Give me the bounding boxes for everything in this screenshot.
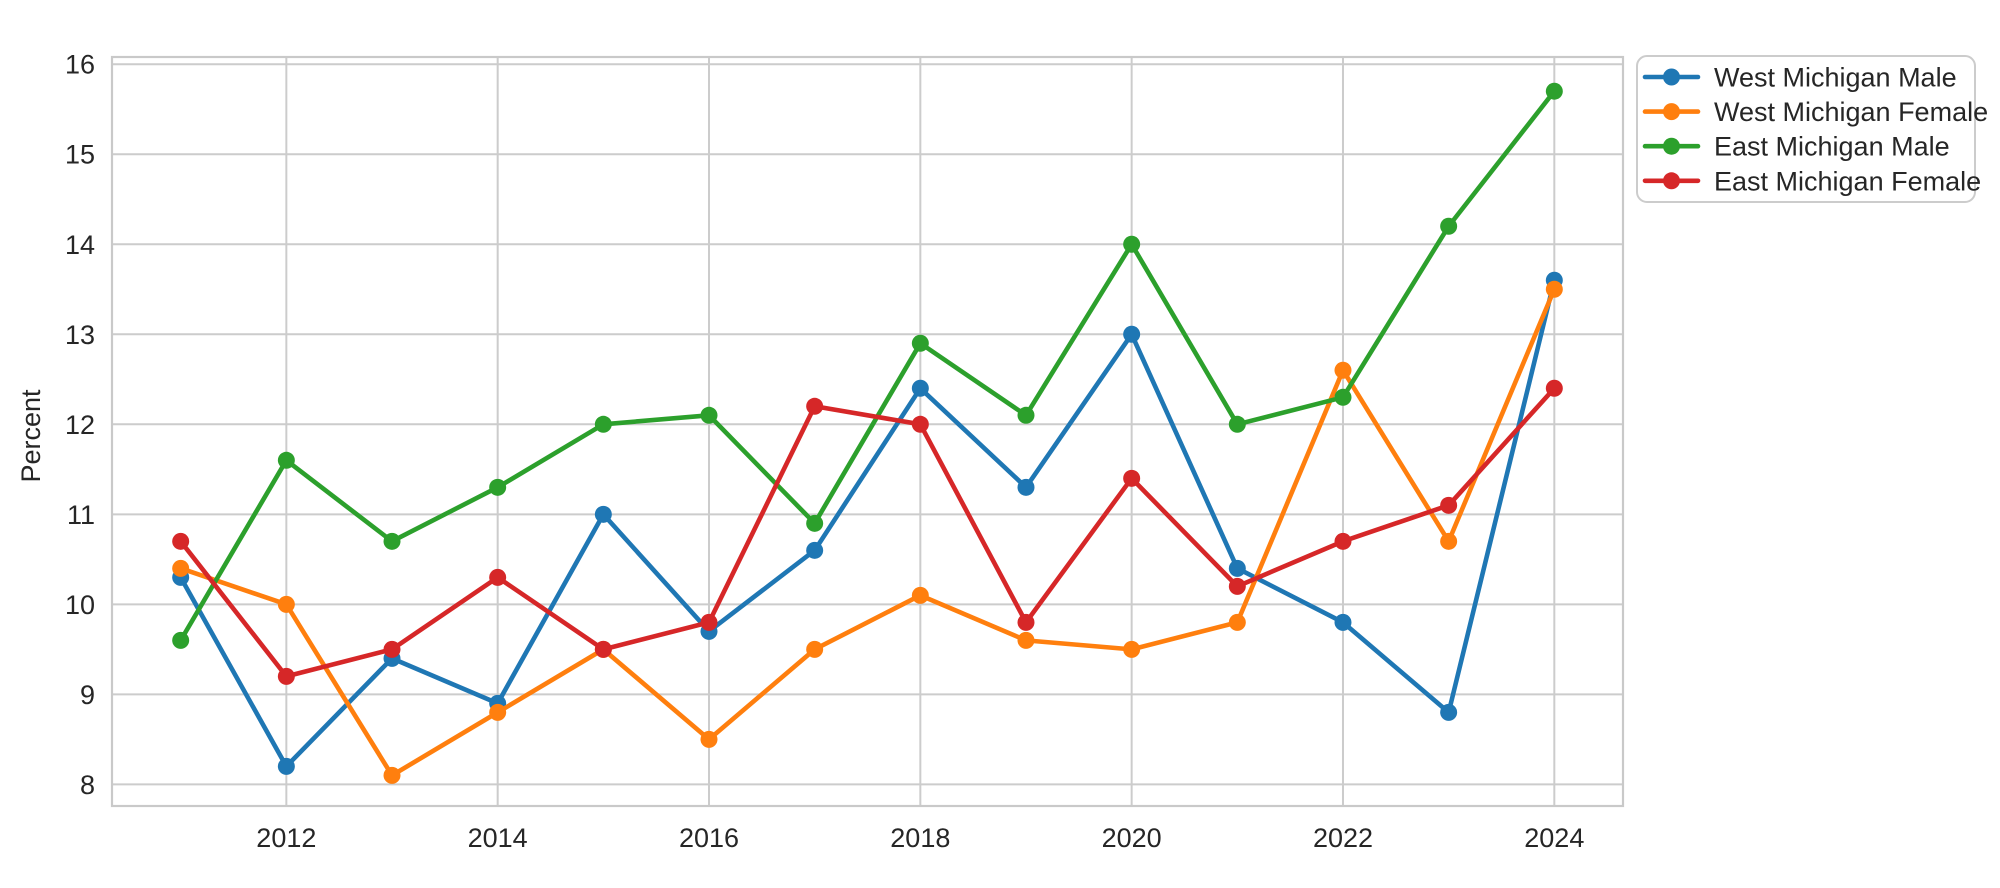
data-point-east-michigan-female xyxy=(1440,496,1458,514)
y-tick-label: 8 xyxy=(80,770,95,800)
legend: West Michigan Male West Michigan Female Ea… xyxy=(1636,55,1988,203)
data-point-west-michigan-male xyxy=(594,505,612,523)
data-point-west-michigan-female xyxy=(1440,532,1458,550)
data-point-east-michigan-female xyxy=(806,397,824,415)
data-point-west-michigan-male xyxy=(1440,703,1458,721)
series-line-east-michigan-female xyxy=(178,385,1557,679)
series-line-west-michigan-female xyxy=(178,286,1557,778)
y-axis-title: Percent xyxy=(16,389,46,483)
data-point-east-michigan-female xyxy=(1123,469,1141,487)
data-point-east-michigan-female xyxy=(383,640,401,658)
legend-swatch-marker xyxy=(1663,103,1680,121)
data-point-west-michigan-female xyxy=(806,640,824,658)
legend-item-label: West Michigan Female xyxy=(1714,97,1988,127)
data-point-east-michigan-female xyxy=(911,415,929,433)
data-point-east-michigan-female xyxy=(1017,613,1035,631)
plot-border xyxy=(110,55,1625,808)
data-point-east-michigan-female xyxy=(489,568,507,586)
y-tick-label: 14 xyxy=(65,230,95,260)
data-point-west-michigan-female xyxy=(383,766,401,784)
data-point-east-michigan-female xyxy=(594,640,612,658)
legend-box xyxy=(1636,55,1976,203)
data-point-east-michigan-male xyxy=(172,631,190,649)
data-point-west-michigan-female xyxy=(489,703,507,721)
x-tick-label: 2022 xyxy=(1313,823,1373,853)
data-point-west-michigan-female xyxy=(1017,631,1035,649)
data-point-east-michigan-male xyxy=(489,478,507,496)
y-tick-label: 16 xyxy=(65,50,95,80)
series-line-west-michigan-male xyxy=(178,277,1557,769)
data-point-east-michigan-male xyxy=(700,406,718,424)
data-point-east-michigan-female xyxy=(1334,532,1352,550)
series-layer xyxy=(172,82,1563,784)
legend-swatch-marker xyxy=(1663,172,1680,190)
data-point-west-michigan-male xyxy=(1334,613,1352,631)
legend-item-label: East Michigan Female xyxy=(1714,166,1981,196)
axes-layer: 8 9 10 11 12 13 14 15 16 2012 2014 2016 2018 2020 2022… xyxy=(65,50,1625,853)
y-tick-label: 15 xyxy=(65,140,95,170)
data-point-east-michigan-female xyxy=(700,613,718,631)
x-tick-label: 2012 xyxy=(256,823,316,853)
data-point-east-michigan-male xyxy=(911,334,929,352)
data-point-east-michigan-female xyxy=(1545,379,1563,397)
data-point-west-michigan-female xyxy=(700,730,718,748)
data-point-east-michigan-male xyxy=(1228,415,1246,433)
data-point-west-michigan-male xyxy=(806,541,824,559)
data-point-west-michigan-male xyxy=(911,379,929,397)
data-point-west-michigan-female xyxy=(277,595,295,613)
y-tick-label: 13 xyxy=(65,320,95,350)
data-point-east-michigan-male xyxy=(1440,217,1458,235)
data-point-west-michigan-male xyxy=(1123,325,1141,343)
legend-swatch-marker xyxy=(1663,137,1680,155)
y-tick-label: 10 xyxy=(65,590,95,620)
data-point-west-michigan-female xyxy=(172,559,190,577)
data-point-west-michigan-female xyxy=(1228,613,1246,631)
data-point-east-michigan-male xyxy=(1545,82,1563,100)
y-tick-label: 11 xyxy=(67,500,95,530)
data-point-east-michigan-male xyxy=(806,514,824,532)
legend-swatch-marker xyxy=(1663,68,1680,86)
data-point-west-michigan-female xyxy=(1123,640,1141,658)
data-point-west-michigan-male xyxy=(1228,559,1246,577)
x-tick-label: 2018 xyxy=(890,823,950,853)
data-point-east-michigan-male xyxy=(1123,235,1141,253)
legend-item-label: East Michigan Male xyxy=(1714,132,1950,162)
x-tick-label: 2016 xyxy=(679,823,739,853)
legend-item-label: West Michigan Male xyxy=(1714,63,1957,93)
data-point-west-michigan-female xyxy=(1545,280,1563,298)
x-tick-label: 2024 xyxy=(1524,823,1584,853)
data-point-west-michigan-male xyxy=(277,757,295,775)
x-tick-label: 2014 xyxy=(468,823,528,853)
data-point-west-michigan-female xyxy=(1334,361,1352,379)
data-point-west-michigan-female xyxy=(911,586,929,604)
data-point-east-michigan-female xyxy=(277,667,295,685)
series-line-east-michigan-male xyxy=(178,88,1557,643)
data-point-east-michigan-male xyxy=(1017,406,1035,424)
data-point-east-michigan-female xyxy=(172,532,190,550)
x-tick-label: 2020 xyxy=(1102,823,1162,853)
data-point-east-michigan-male xyxy=(1334,388,1352,406)
data-point-west-michigan-male xyxy=(1017,478,1035,496)
data-point-east-michigan-male xyxy=(383,532,401,550)
data-point-east-michigan-female xyxy=(1228,577,1246,595)
y-tick-label: 12 xyxy=(65,410,95,440)
data-point-east-michigan-male xyxy=(594,415,612,433)
y-tick-label: 9 xyxy=(80,680,95,710)
data-point-east-michigan-male xyxy=(277,451,295,469)
